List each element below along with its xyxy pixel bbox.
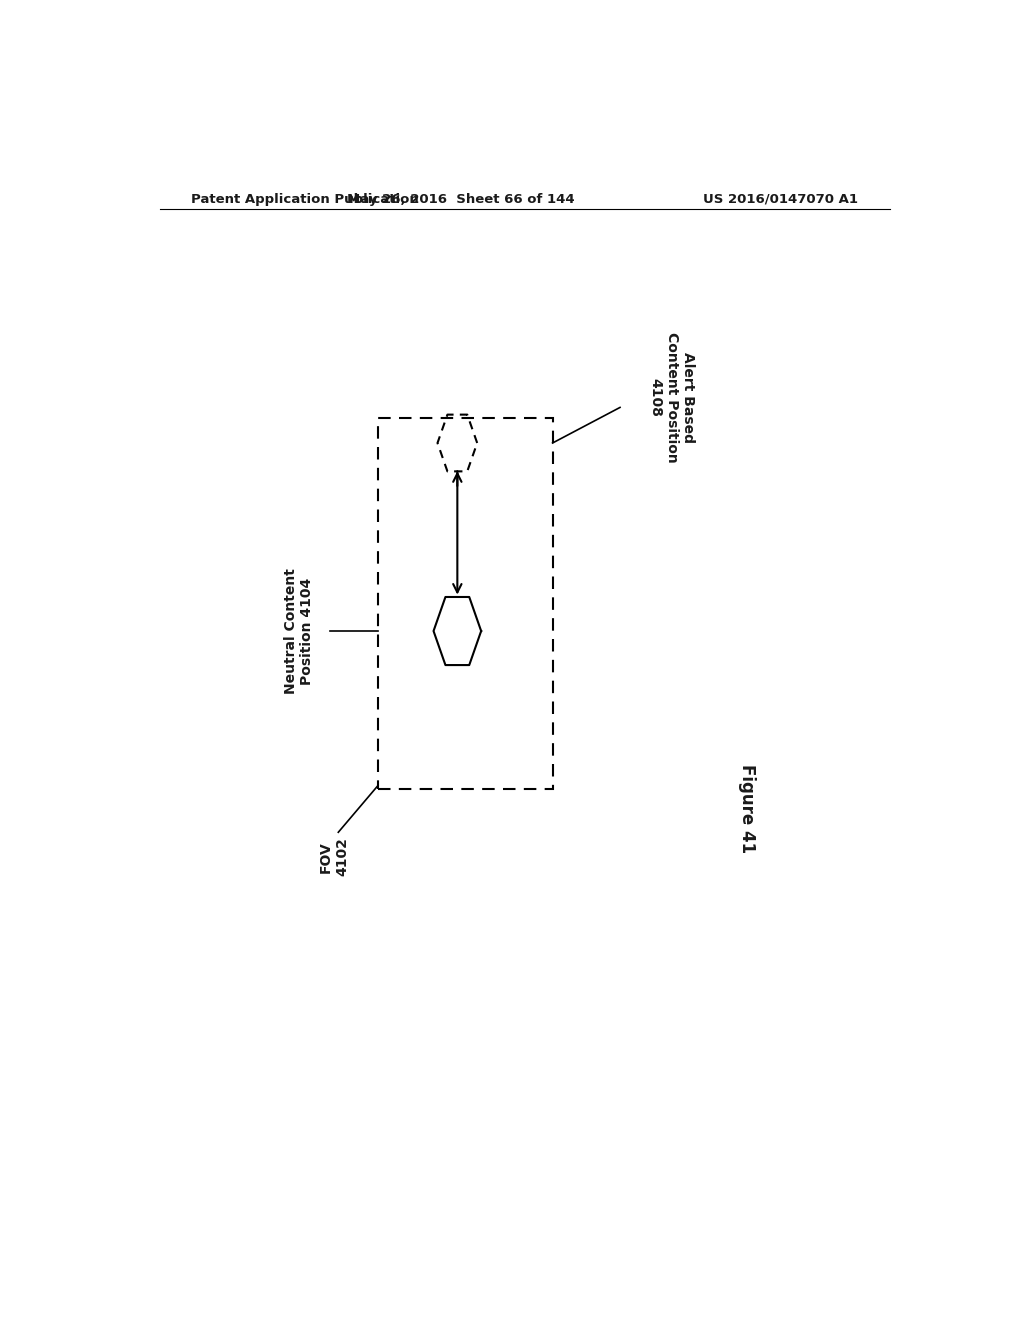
Text: US 2016/0147070 A1: US 2016/0147070 A1: [703, 193, 858, 206]
Text: Neutral Content
Position 4104: Neutral Content Position 4104: [284, 568, 313, 694]
Text: Alert Based
Content Position
4108: Alert Based Content Position 4108: [648, 331, 695, 462]
Text: FOV
4102: FOV 4102: [319, 837, 349, 876]
Text: Figure 41: Figure 41: [738, 764, 756, 854]
Text: Patent Application Publication: Patent Application Publication: [191, 193, 419, 206]
Bar: [378, 417, 553, 788]
Text: May 26, 2016  Sheet 66 of 144: May 26, 2016 Sheet 66 of 144: [347, 193, 575, 206]
